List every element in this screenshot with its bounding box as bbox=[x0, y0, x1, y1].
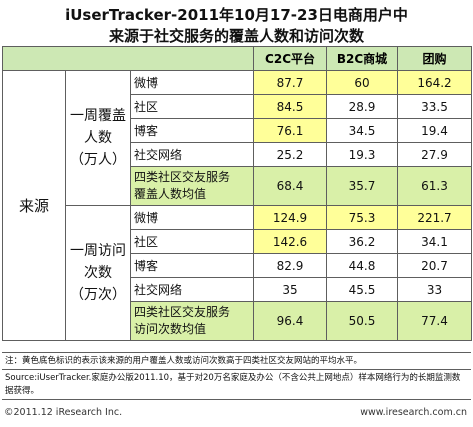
value-cell: 33 bbox=[397, 277, 473, 302]
average-row-label-line: 访问次数均值 bbox=[134, 322, 207, 336]
row-group-source-label: 来源 bbox=[2, 70, 66, 341]
value-cell-highlighted: 75.3 bbox=[326, 205, 399, 230]
average-row: 四类社区交友服务 访问次数均值 96.4 50.5 77.4 bbox=[3, 301, 473, 341]
table-row: 社交网络 35 45.5 33 bbox=[3, 277, 473, 302]
average-row-label-line: 四类社区交友服务 bbox=[134, 170, 231, 184]
row-label: 微博 bbox=[129, 205, 255, 230]
metric-group-label-line: （万人） bbox=[70, 152, 126, 168]
average-row: 四类社区交友服务 覆盖人数均值 68.4 35.7 61.3 bbox=[3, 166, 473, 206]
table-row: 社区 142.6 36.2 34.1 bbox=[3, 229, 473, 254]
table-body: C2C平台 B2C商城 团购 来源 一周覆盖 人数 （万人） 微博 87.7 60 164.2… bbox=[1, 46, 473, 341]
chart-title-line2: 来源于社交服务的覆盖人数和访问次数 bbox=[108, 27, 364, 45]
metric-group-label: 一周访问次数 （万次） bbox=[65, 205, 131, 341]
table-row: 博客 76.1 34.5 19.4 bbox=[3, 118, 473, 143]
value-cell-highlighted: 142.6 bbox=[253, 229, 328, 254]
row-label: 博客 bbox=[129, 253, 255, 278]
note-highlight-legend: 注：黄色底色标识的表示该来源的用户覆盖人数或访问次数高于四类社区交友网站的平均水… bbox=[2, 353, 471, 370]
metric-group-label-line: （万次） bbox=[70, 287, 126, 303]
value-cell: 34.5 bbox=[326, 118, 399, 143]
value-cell: 33.5 bbox=[397, 94, 473, 119]
value-cell: 45.5 bbox=[326, 277, 399, 302]
row-label: 社区 bbox=[129, 94, 255, 119]
average-row-label-line: 覆盖人数均值 bbox=[134, 187, 207, 201]
metric-group-label-line: 一周访问 bbox=[70, 243, 126, 259]
value-cell: 25.2 bbox=[253, 142, 328, 167]
average-value-cell: 35.7 bbox=[326, 166, 399, 206]
average-row-label: 四类社区交友服务 覆盖人数均值 bbox=[129, 166, 255, 206]
average-value-cell: 61.3 bbox=[397, 166, 473, 206]
value-cell: 36.2 bbox=[326, 229, 399, 254]
value-cell: 35 bbox=[253, 277, 328, 302]
average-value-cell: 77.4 bbox=[397, 301, 473, 341]
value-cell: 27.9 bbox=[397, 142, 473, 167]
header-row: C2C平台 B2C商城 团购 bbox=[1, 46, 473, 71]
website-text: www.iresearch.com.cn bbox=[360, 407, 467, 418]
value-cell: 34.1 bbox=[397, 229, 473, 254]
metric-group-label-line: 次数 bbox=[84, 265, 112, 281]
row-label: 博客 bbox=[129, 118, 255, 143]
table-row: 来源 一周覆盖 人数 （万人） 微博 87.7 60 164.2 bbox=[2, 70, 473, 341]
note-source: Source:iUserTracker.家庭办公版2011.10，基于对20万名… bbox=[5, 373, 461, 396]
average-value-cell: 68.4 bbox=[253, 166, 328, 206]
column-header-c2c: C2C平台 bbox=[253, 46, 328, 71]
average-row-label-line: 四类社区交友服务 bbox=[134, 305, 231, 319]
chart-title-line1: iUserTracker-2011年10月17-23日电商用户中 bbox=[65, 6, 408, 24]
value-cell: 20.7 bbox=[397, 253, 473, 278]
metric-group-label-line: 一周覆盖 bbox=[70, 108, 126, 124]
row-label: 社交网络 bbox=[129, 277, 255, 302]
table-row: 社交网络 25.2 19.3 27.9 bbox=[3, 142, 473, 167]
average-value-cell: 96.4 bbox=[253, 301, 328, 341]
table-row: 社区 84.5 28.9 33.5 bbox=[3, 94, 473, 119]
value-cell: 19.4 bbox=[397, 118, 473, 143]
row-label: 社区 bbox=[129, 229, 255, 254]
row-label: 社交网络 bbox=[129, 142, 255, 167]
metric-group-label-line: 人数 bbox=[84, 130, 112, 146]
value-cell: 82.9 bbox=[253, 253, 328, 278]
value-cell-highlighted: 76.1 bbox=[253, 118, 328, 143]
footer: ©2011.12 iResearch Inc. www.iresearch.co… bbox=[4, 407, 467, 418]
value-cell: 44.8 bbox=[326, 253, 399, 278]
value-cell-highlighted: 84.5 bbox=[253, 94, 328, 119]
table-row: 博客 82.9 44.8 20.7 bbox=[3, 253, 473, 278]
average-value-cell: 50.5 bbox=[326, 301, 399, 341]
copyright-text: ©2011.12 iResearch Inc. bbox=[4, 407, 123, 418]
table-row: 一周访问次数 （万次） 微博 124.9 75.3 221.7 bbox=[3, 205, 473, 341]
column-header-group-buying: 团购 bbox=[397, 46, 473, 71]
value-cell-highlighted: 124.9 bbox=[253, 205, 328, 230]
value-cell: 19.3 bbox=[326, 142, 399, 167]
column-header-b2c: B2C商城 bbox=[326, 46, 399, 71]
value-cell-highlighted: 221.7 bbox=[397, 205, 473, 230]
value-cell-highlighted: 164.2 bbox=[397, 70, 473, 95]
data-table: C2C平台 B2C商城 团购 来源 一周覆盖 人数 （万人） 微博 87.7 60 164.2… bbox=[1, 46, 473, 341]
header-corner bbox=[1, 46, 255, 71]
value-cell-highlighted: 60 bbox=[326, 70, 399, 95]
average-row-label: 四类社区交友服务 访问次数均值 bbox=[129, 301, 255, 341]
value-cell: 28.9 bbox=[326, 94, 399, 119]
row-label: 微博 bbox=[129, 70, 255, 95]
value-cell-highlighted: 87.7 bbox=[253, 70, 328, 95]
notes-box: 注：黄色底色标识的表示该来源的用户覆盖人数或访问次数高于四类社区交友网站的平均水… bbox=[2, 352, 471, 400]
metric-group-label: 一周覆盖人数 （万人） bbox=[65, 70, 131, 206]
